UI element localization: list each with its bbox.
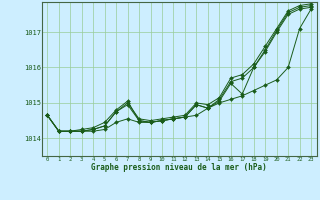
X-axis label: Graphe pression niveau de la mer (hPa): Graphe pression niveau de la mer (hPa) — [91, 163, 267, 172]
